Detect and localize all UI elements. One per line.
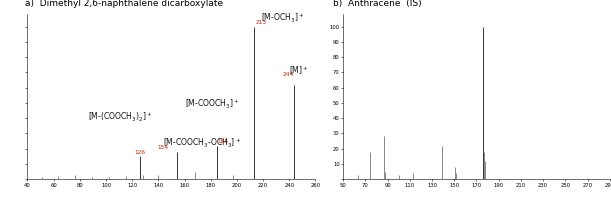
Text: 126: 126: [135, 150, 146, 155]
Text: 154: 154: [157, 145, 168, 150]
Text: 185: 185: [218, 139, 229, 144]
Text: [M]$^+$: [M]$^+$: [288, 64, 308, 77]
Text: [M-COOCH$_3$-OCH$_3$]$^+$: [M-COOCH$_3$-OCH$_3$]$^+$: [163, 137, 241, 150]
Text: b)  Anthracene  (IS): b) Anthracene (IS): [332, 0, 421, 8]
Text: a)  Dimethyl 2,6-naphthalene dicarboxylate: a) Dimethyl 2,6-naphthalene dicarboxylat…: [24, 0, 223, 8]
Text: [M-(COOCH$_3$)$_2$]$^+$: [M-(COOCH$_3$)$_2$]$^+$: [88, 111, 152, 124]
Text: [M-OCH$_3$]$^+$: [M-OCH$_3$]$^+$: [261, 12, 304, 25]
Text: 213: 213: [255, 20, 266, 25]
Text: [M-COOCH$_3$]$^+$: [M-COOCH$_3$]$^+$: [185, 97, 239, 111]
Text: 244: 244: [283, 72, 294, 77]
